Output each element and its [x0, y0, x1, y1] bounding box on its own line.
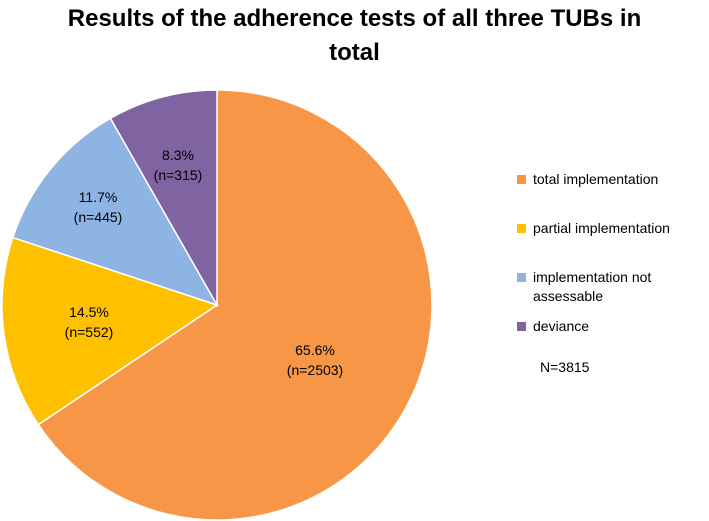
chart-title-line-1: Results of the adherence tests of all th…: [67, 5, 642, 32]
legend-swatch-implementation-not-assessable: [517, 273, 526, 282]
slice-label-deviance: 8.3% (n=315): [154, 147, 203, 183]
slice-percent-label: 65.6%: [295, 342, 335, 358]
legend-item-partial-implementation: partial implementation: [517, 219, 670, 238]
slice-percent-label: 14.5%: [69, 304, 109, 320]
legend-label-partial-implementation: partial implementation: [533, 220, 670, 236]
pie-slice-total-implementation: [37, 89, 433, 521]
legend-item-total-implementation: total implementation: [517, 170, 658, 189]
chart-title-line-2: total: [329, 39, 380, 66]
slice-count-label: (n=2503): [287, 362, 343, 378]
slice-label-total-implementation: 65.6% (n=2503): [287, 342, 343, 378]
legend-label-total-implementation: total implementation: [533, 171, 659, 187]
slice-label-implementation-not-assessable: 11.7% (n=445): [74, 189, 123, 225]
legend-label-line-2: assessable: [533, 288, 604, 304]
legend-label-line-1: implementation not: [533, 269, 652, 285]
legend-swatch-partial-implementation: [517, 224, 526, 233]
pie-slice-implementation-not-assessable: [11, 117, 219, 307]
slice-percent-label: 8.3%: [162, 147, 194, 163]
slice-count-label: (n=445): [74, 209, 123, 225]
pie-slice-deviance: [109, 89, 218, 308]
legend-label-implementation-not-assessable: implementation not assessable: [533, 268, 651, 306]
legend-label-deviance: deviance: [533, 318, 590, 334]
legend-item-deviance: deviance: [517, 317, 589, 336]
legend-swatch-deviance: [517, 322, 526, 331]
legend-swatch-total-implementation: [517, 175, 526, 184]
slice-count-label: (n=315): [154, 167, 203, 183]
slice-label-partial-implementation: 14.5% (n=552): [65, 304, 114, 340]
total-count-annotation: N=3815: [540, 359, 590, 375]
slice-count-label: (n=552): [65, 324, 114, 340]
slice-percent-label: 11.7%: [79, 189, 118, 205]
chart-title: Results of the adherence tests of all th…: [0, 2, 709, 70]
pie-slice-partial-implementation: [1, 236, 219, 426]
legend-item-implementation-not-assessable: implementation not assessable: [517, 268, 651, 306]
